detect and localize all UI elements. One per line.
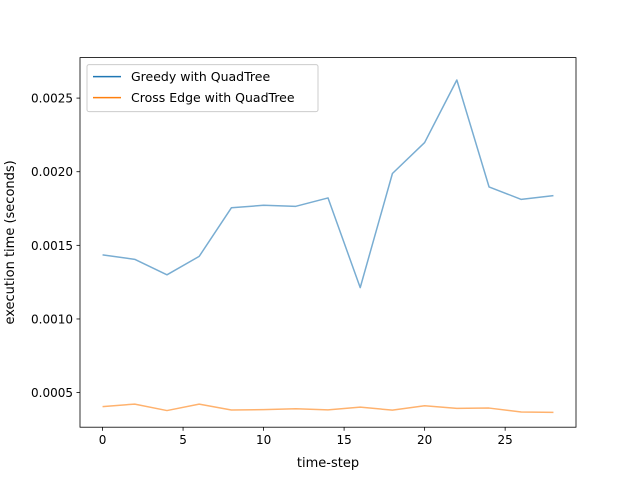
legend: Greedy with QuadTree Cross Edge with Quad… [86,64,319,113]
legend-label: Cross Edge with QuadTree [131,90,295,105]
x-tick-label: 10 [256,433,271,447]
x-axis-label: time-step [297,456,359,471]
x-axis: 0 5 10 15 20 25 [99,427,513,447]
x-tick-label: 25 [498,433,513,447]
y-axis-label: execution time (seconds) [3,160,18,324]
x-tick-label: 0 [99,433,107,447]
y-axis: 0.0005 0.0010 0.0015 0.0020 0.0025 [31,92,80,400]
x-tick-label: 20 [417,433,432,447]
series-layer [102,79,554,414]
y-tick-label: 0.0005 [31,386,73,400]
y-tick-label: 0.0015 [31,239,73,253]
y-tick-label: 0.0010 [31,312,73,326]
series-line-greedy [102,79,554,289]
x-tick-label: 5 [179,433,187,447]
legend-box [86,64,319,113]
legend-label: Greedy with QuadTree [131,69,270,84]
plot-frame [79,57,577,428]
y-tick-label: 0.0020 [31,165,73,179]
y-tick-label: 0.0025 [31,92,73,106]
x-tick-label: 15 [336,433,351,447]
series-line-cross-edge [102,403,554,414]
